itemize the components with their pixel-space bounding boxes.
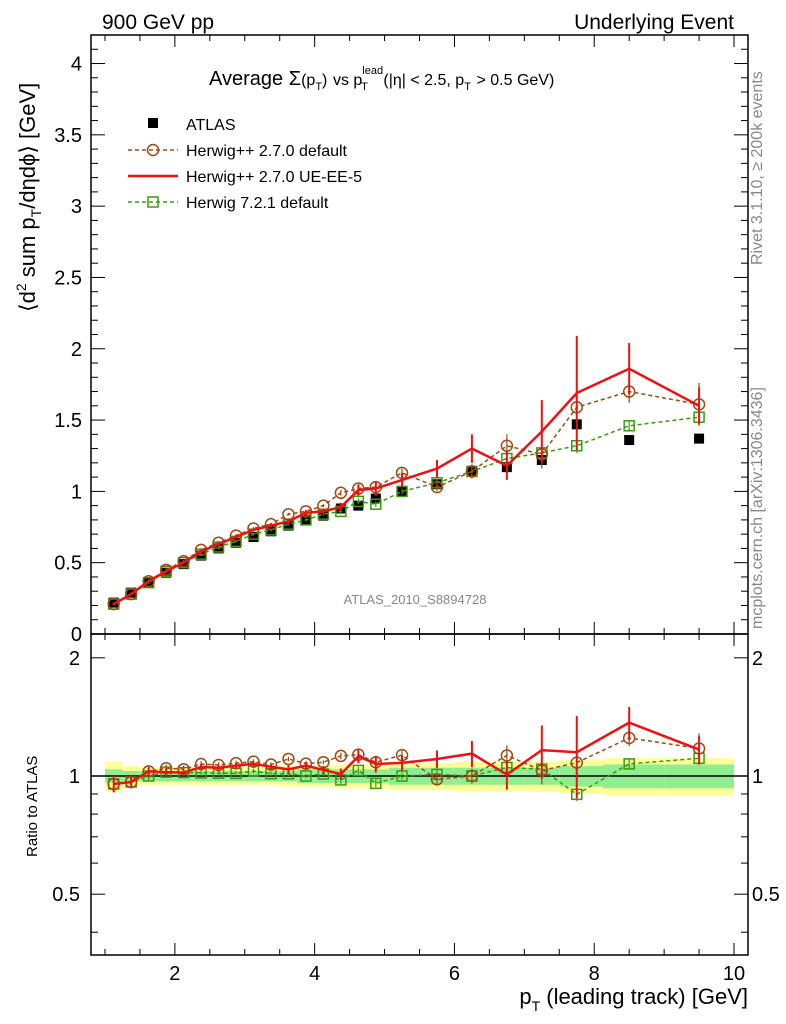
y-tick-label-main: 3.5	[54, 125, 82, 147]
series-line-dashed-circle	[113, 737, 700, 785]
y-tick-label-main: 1	[71, 481, 82, 503]
data-point-square	[623, 758, 635, 770]
legend-marker-herwig721	[147, 196, 159, 208]
legend-label-herwig-default: Herwig++ 2.7.0 default	[186, 143, 348, 160]
legend-marker-atlas	[148, 118, 158, 128]
y-tick-label-main: 0.5	[54, 553, 82, 575]
data-point-square	[352, 764, 365, 777]
y-tick-label-main: 2	[71, 339, 82, 361]
data-point-circle	[430, 480, 444, 494]
data-point-circle	[107, 597, 120, 611]
data-point-circle	[282, 507, 295, 521]
rivet-label: Rivet 3.1.10, ≥ 200k events	[749, 71, 766, 265]
plot-title: Average Σ(pT) vs plead T (|η| < 2.5, pT >…	[209, 65, 554, 95]
y-tick-label-main: 4	[71, 54, 82, 76]
data-point-circle	[177, 555, 190, 568]
data-point-circle	[282, 752, 295, 766]
header-left: 900 GeV pp	[102, 11, 214, 34]
data-point-atlas	[694, 433, 705, 444]
x-tick-label: 6	[449, 963, 460, 985]
data-point-atlas	[624, 435, 635, 446]
legend-label-herwig-ueee5: Herwig++ 2.7.0 UE-EE-5	[186, 169, 362, 186]
data-point-circle	[124, 587, 138, 601]
data-point-circle	[264, 758, 278, 771]
x-tick-label: 8	[589, 963, 600, 985]
data-point-square	[352, 495, 365, 508]
series-line-dashed-circle	[113, 390, 700, 605]
y-tick-label-ratio-left: 2	[69, 648, 80, 670]
y-tick-label-ratio-right: 2	[752, 648, 763, 670]
legend-label-atlas: ATLAS	[186, 117, 236, 134]
header-right: Underlying Event	[574, 11, 734, 34]
series-line-dashed-square	[113, 757, 700, 796]
ratio-series	[107, 706, 706, 801]
data-point-square	[370, 777, 382, 790]
data-point-circle	[430, 773, 444, 786]
axes: 2 4 6 8 10 0 0.5 1 1.5 2 2.5 3 3.5 4 0.5 0.5 1 1 2 2	[52, 34, 780, 985]
legend: ATLAS Herwig++ 2.7.0 default Herwig++ 2.…	[128, 117, 362, 212]
data-point-square	[396, 770, 408, 782]
data-point-square	[300, 770, 312, 782]
data-point-circle	[465, 769, 479, 783]
y-tick-label-main: 2.5	[54, 267, 82, 289]
series-line-solid-line	[113, 721, 700, 786]
data-point-atlas	[248, 532, 259, 543]
mcplots-label: mcplots.cern.ch [arXiv:1306.3436]	[749, 387, 766, 629]
data-point-circle	[212, 758, 225, 772]
data-point-circle	[334, 749, 348, 763]
x-tick-label: 2	[169, 963, 180, 985]
y-axis-label-ratio: Ratio to ATLAS	[24, 756, 41, 857]
data-point-circle	[334, 486, 348, 500]
legend-marker-herwig-default	[146, 143, 160, 157]
data-point-circle	[229, 756, 243, 770]
x-tick-label: 10	[723, 963, 745, 985]
data-point-circle	[142, 574, 155, 588]
data-point-circle	[500, 439, 514, 452]
y-tick-label-ratio-left: 0.5	[52, 884, 80, 906]
data-point-circle	[500, 749, 514, 762]
x-tick-label: 4	[309, 963, 320, 985]
series-line-solid-line	[113, 367, 700, 606]
data-point-circle	[247, 755, 260, 768]
y-axis-label-main: ⟨d2 sum pT/dηdϕ⟩ [GeV]	[13, 83, 44, 312]
x-axis-label: pT (leading track) [GeV]	[519, 984, 748, 1014]
y-tick-label-ratio-left: 1	[69, 766, 80, 788]
analysis-watermark: ATLAS_2010_S8894728	[344, 592, 487, 607]
y-tick-label-main: 1.5	[54, 410, 82, 432]
y-tick-label-main: 0	[71, 624, 82, 646]
data-point-circle	[465, 465, 479, 478]
legend-label-herwig721: Herwig 7.2.1 default	[186, 195, 329, 212]
y-tick-label-ratio-right: 1	[752, 766, 763, 788]
data-point-square	[623, 420, 635, 432]
main-series	[107, 335, 706, 611]
y-tick-label-ratio-right: 0.5	[752, 884, 780, 906]
series-line-dashed-square	[113, 416, 700, 605]
y-tick-label-main: 3	[71, 196, 82, 218]
data-point-square	[370, 498, 382, 510]
